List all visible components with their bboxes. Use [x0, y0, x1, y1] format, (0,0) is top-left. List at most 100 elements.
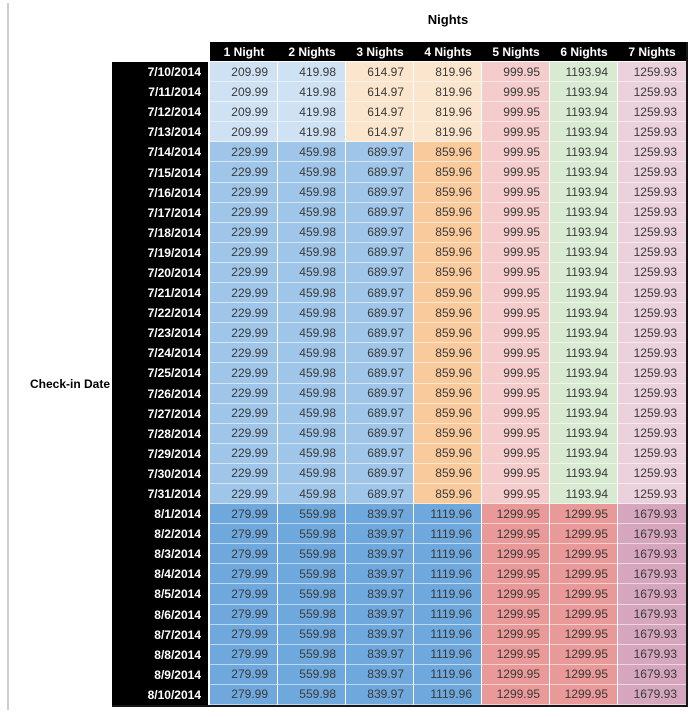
- price-cell: 559.98: [278, 584, 346, 605]
- price-cell: 1299.95: [550, 504, 618, 525]
- price-cell: 999.95: [482, 423, 550, 444]
- price-cell: 689.97: [346, 343, 414, 364]
- price-cell: 229.99: [210, 383, 278, 404]
- price-cell: 279.99: [210, 684, 278, 705]
- price-cell: 1259.93: [618, 202, 686, 223]
- price-cell: 459.98: [278, 423, 346, 444]
- price-cell: 859.96: [414, 363, 482, 384]
- price-cell: 1259.93: [618, 102, 686, 123]
- price-cell: 859.96: [414, 463, 482, 484]
- price-cell: 614.97: [346, 82, 414, 103]
- price-cell: 689.97: [346, 283, 414, 304]
- price-cell: 859.96: [414, 423, 482, 444]
- price-cell: 859.96: [414, 403, 482, 424]
- price-cell: 229.99: [210, 162, 278, 183]
- price-cell: 859.96: [414, 443, 482, 464]
- date-row-header: 7/21/2014: [112, 283, 210, 304]
- price-cell: 279.99: [210, 604, 278, 625]
- date-row-header: 8/7/2014: [112, 624, 210, 645]
- table-row: 7/11/2014 209.99 419.98 614.97 819.96 999.95 1…: [112, 82, 686, 103]
- price-cell: 1259.93: [618, 463, 686, 484]
- price-cell: 459.98: [278, 142, 346, 163]
- date-row-header: 7/27/2014: [112, 403, 210, 424]
- price-cell: 689.97: [346, 363, 414, 384]
- price-cell: 859.96: [414, 483, 482, 505]
- price-cell: 1259.93: [618, 162, 686, 183]
- header-row: 1 Night 2 Nights 3 Nights 4 Nights 5 Nights 6…: [112, 42, 686, 62]
- price-cell: 999.95: [482, 242, 550, 263]
- price-cell: 999.95: [482, 343, 550, 364]
- table-row: 7/24/2014 229.99 459.98 689.97 859.96 999.95 1…: [112, 343, 686, 364]
- price-cell: 689.97: [346, 403, 414, 424]
- price-cell: 614.97: [346, 122, 414, 143]
- price-cell: 839.97: [346, 604, 414, 625]
- date-row-header: 7/24/2014: [112, 343, 210, 364]
- price-cell: 1119.96: [414, 684, 482, 705]
- price-cell: 229.99: [210, 303, 278, 324]
- price-cell: 999.95: [482, 102, 550, 123]
- date-row-header: 7/11/2014: [112, 82, 210, 103]
- price-cell: 999.95: [482, 182, 550, 203]
- table-row: 7/22/2014 229.99 459.98 689.97 859.96 999.95 1…: [112, 303, 686, 324]
- table-row: 7/12/2014 209.99 419.98 614.97 819.96 999.95 1…: [112, 102, 686, 123]
- price-cell: 229.99: [210, 443, 278, 464]
- price-cell: 689.97: [346, 443, 414, 464]
- price-cell: 1193.94: [550, 303, 618, 324]
- price-cell: 459.98: [278, 463, 346, 484]
- price-cell: 1299.95: [482, 524, 550, 545]
- date-row-header: 7/30/2014: [112, 463, 210, 484]
- price-cell: 229.99: [210, 262, 278, 284]
- price-cell: 1299.95: [550, 524, 618, 545]
- price-cell: 819.96: [414, 62, 482, 83]
- price-cell: 1193.94: [550, 202, 618, 223]
- price-cell: 999.95: [482, 62, 550, 83]
- price-cell: 1259.93: [618, 142, 686, 163]
- price-cell: 1119.96: [414, 504, 482, 525]
- price-cell: 819.96: [414, 122, 482, 143]
- price-cell: 1299.95: [550, 584, 618, 605]
- table-row: 7/19/2014 229.99 459.98 689.97 859.96 999.95 1…: [112, 242, 686, 263]
- price-cell: 279.99: [210, 504, 278, 525]
- price-cell: 229.99: [210, 323, 278, 344]
- price-cell: 1299.95: [482, 504, 550, 525]
- date-row-header: 7/28/2014: [112, 423, 210, 444]
- price-cell: 1299.95: [550, 624, 618, 645]
- price-cell: 1193.94: [550, 222, 618, 243]
- price-cell: 1259.93: [618, 363, 686, 384]
- price-cell: 559.98: [278, 604, 346, 625]
- checkin-date-axis-label: Check-in Date: [29, 377, 110, 391]
- price-cell: 689.97: [346, 162, 414, 183]
- price-cell: 1119.96: [414, 604, 482, 625]
- price-cell: 559.98: [278, 664, 346, 685]
- price-cell: 459.98: [278, 202, 346, 223]
- price-cell: 1299.95: [550, 684, 618, 705]
- price-cell: 1193.94: [550, 182, 618, 203]
- night-column-header: 6 Nights: [550, 42, 618, 62]
- table-row: 7/31/2014 229.99 459.98 689.97 859.96 999.95 1…: [112, 483, 686, 505]
- price-cell: 1259.93: [618, 323, 686, 344]
- price-cell: 859.96: [414, 242, 482, 263]
- price-cell: 1259.93: [618, 383, 686, 404]
- price-cell: 279.99: [210, 644, 278, 665]
- price-cell: 229.99: [210, 242, 278, 263]
- table-row: 7/18/2014 229.99 459.98 689.97 859.96 999.95 1…: [112, 222, 686, 243]
- price-cell: 1259.93: [618, 242, 686, 263]
- price-cell: 999.95: [482, 303, 550, 324]
- price-cell: 229.99: [210, 463, 278, 484]
- table-row: 7/17/2014 229.99 459.98 689.97 859.96 999.95 1…: [112, 202, 686, 223]
- price-cell: 1193.94: [550, 463, 618, 484]
- price-cell: 1259.93: [618, 182, 686, 203]
- price-cell: 999.95: [482, 403, 550, 424]
- table-row: 8/10/2014 279.99 559.98 839.97 1119.96 1299.9…: [112, 684, 686, 705]
- price-cell: 1119.96: [414, 624, 482, 645]
- price-cell: 229.99: [210, 483, 278, 505]
- price-cell: 1679.93: [618, 524, 686, 545]
- date-row-header: 7/19/2014: [112, 242, 210, 263]
- price-cell: 229.99: [210, 202, 278, 223]
- price-cell: 839.97: [346, 664, 414, 685]
- date-row-header: 7/29/2014: [112, 443, 210, 464]
- price-cell: 839.97: [346, 544, 414, 565]
- table-row: 8/6/2014 279.99 559.98 839.97 1119.96 1299.95…: [112, 604, 686, 625]
- price-cell: 1193.94: [550, 283, 618, 304]
- price-cell: 1679.93: [618, 644, 686, 665]
